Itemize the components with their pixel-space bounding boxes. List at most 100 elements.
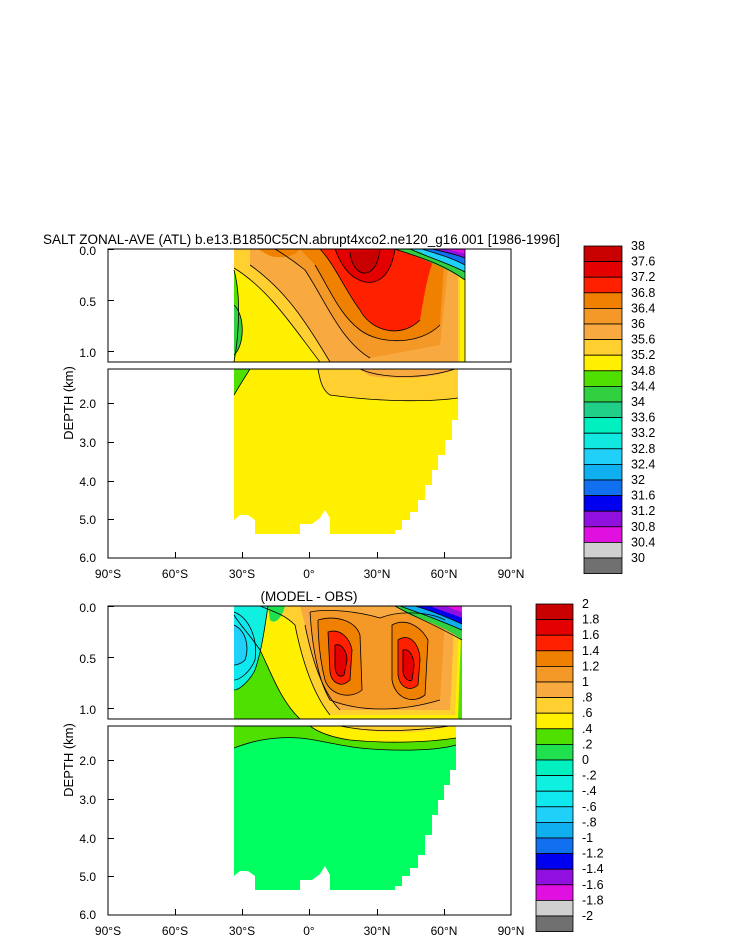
x-tick-label: 30°S	[229, 924, 255, 938]
y-ticks: 0.0 0.5 1.0 2.0 3.0 4.0 5.0 6.0	[79, 244, 96, 565]
colorbar-swatch	[535, 712, 574, 730]
colorbar-swatch	[535, 884, 574, 901]
colorbar-label: 35.2	[631, 348, 655, 362]
y-tick-label: 5.0	[79, 513, 96, 527]
colorbar-swatch	[535, 650, 574, 667]
colorbar-swatch	[535, 603, 574, 621]
colorbar-label: 30.4	[631, 535, 655, 549]
colorbar-swatch	[583, 510, 623, 528]
colorbar-swatch	[583, 479, 623, 497]
colorbar-swatch	[583, 432, 623, 450]
colorbar-swatch	[535, 837, 574, 855]
colorbar-label: 1	[582, 675, 589, 689]
x-tick-marks	[175, 909, 445, 915]
colorbar-label: 31.6	[631, 489, 655, 503]
x-tick-label: 0°	[303, 567, 315, 581]
colorbar-label: 33.2	[631, 426, 655, 440]
colorbar-label: 1.4	[582, 644, 599, 658]
y-tick-label: 0.0	[79, 244, 96, 258]
colorbar-label: 38	[631, 239, 645, 253]
colorbar-swatch	[535, 822, 574, 839]
colorbar-swatch	[535, 853, 574, 870]
colorbar-label: 1.8	[582, 613, 599, 627]
y-tick-label: 3.0	[79, 436, 96, 450]
colorbar-label: .6	[582, 706, 592, 720]
colorbar-label: 31.2	[631, 504, 655, 518]
colorbar-swatch	[583, 542, 623, 559]
colorbar-label: 36	[631, 317, 645, 331]
x-tick-label: 60°N	[431, 567, 458, 581]
panel-difference: (MODEL - OBS)	[61, 589, 604, 938]
y-ticks: 0.0 0.5 1.0 2.0 3.0 4.0 5.0 6.0	[79, 601, 96, 922]
x-ticks: 90°S 60°S 30°S 0° 30°N 60°N 90°N	[95, 924, 524, 938]
colorbar-label: -.2	[582, 769, 597, 783]
colorbar-label: 32	[631, 473, 645, 487]
x-tick-label: 90°N	[498, 924, 525, 938]
colorbar-label: 2	[582, 597, 589, 611]
colorbar-swatch	[535, 915, 574, 933]
colorbar-swatch	[583, 448, 623, 465]
colorbar-swatch	[535, 681, 574, 699]
colorbar-swatch	[535, 728, 574, 745]
diff-upper-field	[233, 606, 463, 719]
y-axis-label: DEPTH (km)	[61, 366, 76, 440]
x-tick-label: 90°S	[95, 924, 121, 938]
colorbar-label: .8	[582, 691, 592, 705]
colorbar-label: 36.4	[631, 301, 655, 315]
colorbar-label: 32.4	[631, 457, 655, 471]
colorbar-swatch	[535, 868, 574, 886]
chart-title: SALT ZONAL-AVE (ATL) b.e13.B1850C5CN.abr…	[43, 232, 560, 247]
colorbar-label: -.8	[582, 815, 597, 829]
x-tick-label: 60°N	[431, 924, 458, 938]
x-tick-marks	[175, 552, 445, 558]
colorbar-swatch	[583, 495, 623, 512]
y-tick-label: 6.0	[79, 908, 96, 922]
colorbar-label: 33.6	[631, 411, 655, 425]
y-tick-label: 0.5	[79, 295, 96, 309]
colorbar-swatch	[583, 463, 623, 481]
colorbar-label: 37.2	[631, 270, 655, 284]
chart-title: (MODEL - OBS)	[260, 589, 357, 604]
colorbar-label: 34.4	[631, 379, 655, 393]
colorbar-swatch	[583, 401, 623, 419]
x-tick-label: 60°S	[162, 567, 188, 581]
y-tick-label: 2.0	[79, 754, 96, 768]
colorbar-label: 34	[631, 395, 645, 409]
colorbar-label: .4	[582, 722, 592, 736]
colorbar-swatch	[583, 339, 623, 356]
colorbar-label: -.4	[582, 784, 597, 798]
colorbar-label: -1.2	[582, 847, 604, 861]
salt-lower-field	[233, 369, 459, 534]
y-tick-label: 0.0	[79, 601, 96, 615]
colorbar-label: -1.4	[582, 862, 604, 876]
x-tick-label: 60°S	[162, 924, 188, 938]
colorbar-swatch	[535, 619, 574, 636]
colorbar-difference: 21.81.61.41.21.8.6.4.20-.2-.4-.6-.8-1-1.…	[535, 597, 604, 933]
colorbar-label: -1.6	[582, 878, 604, 892]
y-tick-label: 3.0	[79, 793, 96, 807]
colorbar-swatch	[583, 526, 623, 543]
colorbar-swatch	[535, 900, 574, 917]
y-tick-label: 6.0	[79, 551, 96, 565]
y-tick-label: 4.0	[79, 475, 96, 489]
x-tick-label: 90°N	[498, 567, 525, 581]
colorbar-label: 0	[582, 753, 589, 767]
colorbar-swatch	[583, 307, 623, 325]
colorbar-label: 30	[631, 551, 645, 565]
colorbar-swatch	[583, 385, 623, 403]
colorbar-label: -1	[582, 831, 593, 845]
diff-lower-field	[233, 726, 457, 890]
colorbar-swatch	[583, 557, 623, 575]
colorbar-label: 35.6	[631, 333, 655, 347]
x-tick-label: 30°N	[364, 924, 391, 938]
colorbar-swatch	[535, 666, 574, 683]
colorbar-swatch	[535, 790, 574, 808]
colorbar-swatch	[535, 744, 574, 761]
colorbar-label: 34.8	[631, 364, 655, 378]
colorbar-swatch	[583, 245, 623, 263]
colorbar-label: 36.8	[631, 286, 655, 300]
x-tick-label: 90°S	[95, 567, 121, 581]
plot-frame-upper	[107, 248, 512, 363]
y-tick-label: 1.0	[79, 703, 96, 717]
